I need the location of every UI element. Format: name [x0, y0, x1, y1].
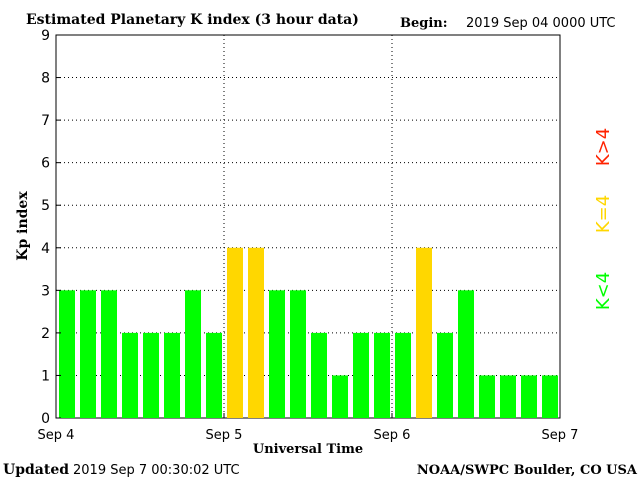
kp-bar: [248, 247, 264, 418]
updated-value: 2019 Sep 7 00:30:02 UTC: [73, 463, 240, 478]
x-tick-label: Sep 7: [542, 428, 579, 443]
kp-bar: [143, 332, 159, 418]
y-tick-label: 2: [41, 326, 50, 342]
updated-label: Updated: [3, 462, 69, 478]
kp-bar: [80, 290, 96, 418]
credit: NOAA/SWPC Boulder, CO USA: [417, 463, 638, 478]
y-axis-label: Kp index: [15, 191, 31, 261]
legend-below-4: K<4: [593, 272, 614, 310]
x-tick-label: Sep 4: [38, 428, 75, 443]
kp-bar: [227, 247, 243, 418]
kp-bar: [206, 332, 222, 418]
bars: [59, 247, 558, 418]
kp-bar: [332, 375, 348, 418]
y-tick-label: 0: [41, 411, 50, 427]
kp-bar: [479, 375, 495, 418]
plot-frame: [55, 34, 561, 419]
kp-bar: [353, 332, 369, 418]
y-tick-label: 1: [41, 368, 50, 384]
kp-bar: [290, 290, 306, 418]
begin-value: 2019 Sep 04 0000 UTC: [466, 16, 616, 31]
kp-bar: [521, 375, 537, 418]
kp-bar: [269, 290, 285, 418]
x-axis-label: Universal Time: [253, 442, 363, 457]
legend-above-4: K>4: [593, 128, 614, 166]
y-tick-label: 7: [41, 113, 50, 129]
y-axis-ticks: 0 1 2 3 4 5 6 7 8 9: [41, 28, 61, 427]
y-tick-label: 5: [41, 198, 50, 214]
kp-bar: [164, 332, 180, 418]
x-tick-label: Sep 5: [206, 428, 243, 443]
y-tick-label: 8: [41, 71, 50, 87]
kp-bar: [374, 332, 390, 418]
x-axis-ticks: Sep 4 Sep 5 Sep 6 Sep 7: [38, 413, 579, 443]
y-tick-label: 6: [41, 156, 50, 172]
begin-label: Begin:: [400, 16, 448, 31]
kp-bar: [458, 290, 474, 418]
y-tick-label: 4: [41, 241, 50, 257]
kp-bar: [416, 247, 432, 418]
kp-bar: [311, 332, 327, 418]
kp-bar: [437, 332, 453, 418]
legend-equal-4: K=4: [593, 195, 614, 233]
chart-title: Estimated Planetary K index (3 hour data…: [26, 12, 359, 28]
kp-bar: [101, 290, 117, 418]
kp-bar: [122, 332, 138, 418]
kp-bar: [500, 375, 516, 418]
y-tick-label: 3: [41, 283, 50, 299]
kp-bar: [59, 290, 75, 418]
kp-bar: [185, 290, 201, 418]
kp-bar: [395, 332, 411, 418]
x-tick-label: Sep 6: [374, 428, 411, 443]
grid: [56, 35, 560, 418]
y-tick-label: 9: [41, 28, 50, 44]
kp-bar: [542, 375, 558, 418]
